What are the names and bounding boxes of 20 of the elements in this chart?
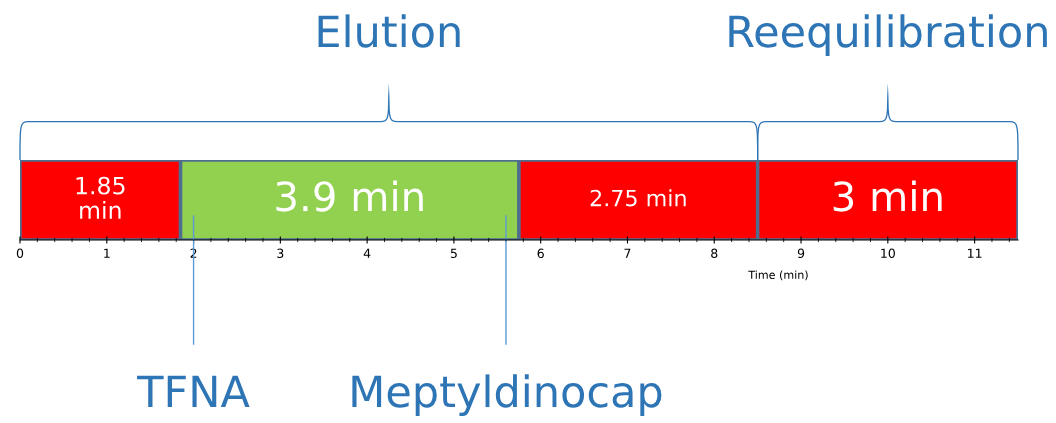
x-tick-label: 10 <box>881 248 895 259</box>
x-tick-label: 4 <box>363 248 371 258</box>
data-label: 1.85 min <box>76 176 125 219</box>
text: Elution <box>318 14 460 48</box>
x-axis-title: Time (min) <box>748 270 808 281</box>
x-tick-label: 7 <box>624 248 631 258</box>
x-tick-label: 6 <box>537 248 544 259</box>
data-label: 2.75 min <box>590 189 686 207</box>
x-tick-label: 3 <box>277 248 284 259</box>
x-tick-label: 8 <box>711 248 718 259</box>
x-tick-label: 0 <box>16 248 24 259</box>
x-tick-label: 5 <box>450 248 457 259</box>
text: Reequilibration <box>729 14 1047 57</box>
data-label: 3.9 min <box>276 180 423 212</box>
ref-line-label: TFNA <box>137 375 250 408</box>
ref-line-label: Meptyldinocap <box>352 374 662 417</box>
x-tick-label: 11 <box>968 248 982 258</box>
data-label: 3 min <box>833 180 942 212</box>
x-tick-label: 1 <box>104 248 110 258</box>
x-tick-label: 9 <box>797 248 805 259</box>
